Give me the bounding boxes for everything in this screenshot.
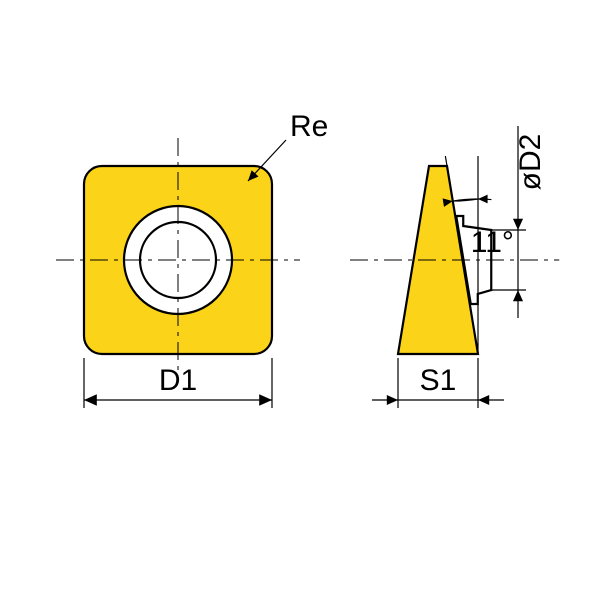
label-d2: øD2 [514, 134, 547, 191]
label-s1: S1 [420, 364, 457, 397]
label-angle: 11° [471, 226, 514, 259]
label-re: Re [290, 110, 328, 143]
label-d1: D1 [159, 364, 197, 397]
